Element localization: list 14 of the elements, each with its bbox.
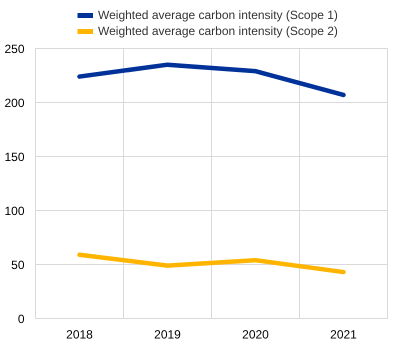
legend-label: Weighted average carbon intensity (Scope 1) [98,8,338,22]
legend-label: Weighted average carbon intensity (Scope 2) [98,24,338,38]
x-tick-label: 2018 [66,328,94,342]
x-tick-label: 2021 [330,328,358,342]
x-tick-label: 2019 [154,328,182,342]
y-tick-label: 100 [4,204,25,218]
y-tick-label: 250 [4,42,25,56]
line-series [77,252,346,274]
y-tick-label: 0 [18,312,25,326]
line-series [77,62,346,98]
y-tick-label: 50 [11,258,25,272]
y-tick-label: 200 [4,96,25,110]
y-tick-label: 150 [4,150,25,164]
x-tick-label: 2020 [242,328,270,342]
